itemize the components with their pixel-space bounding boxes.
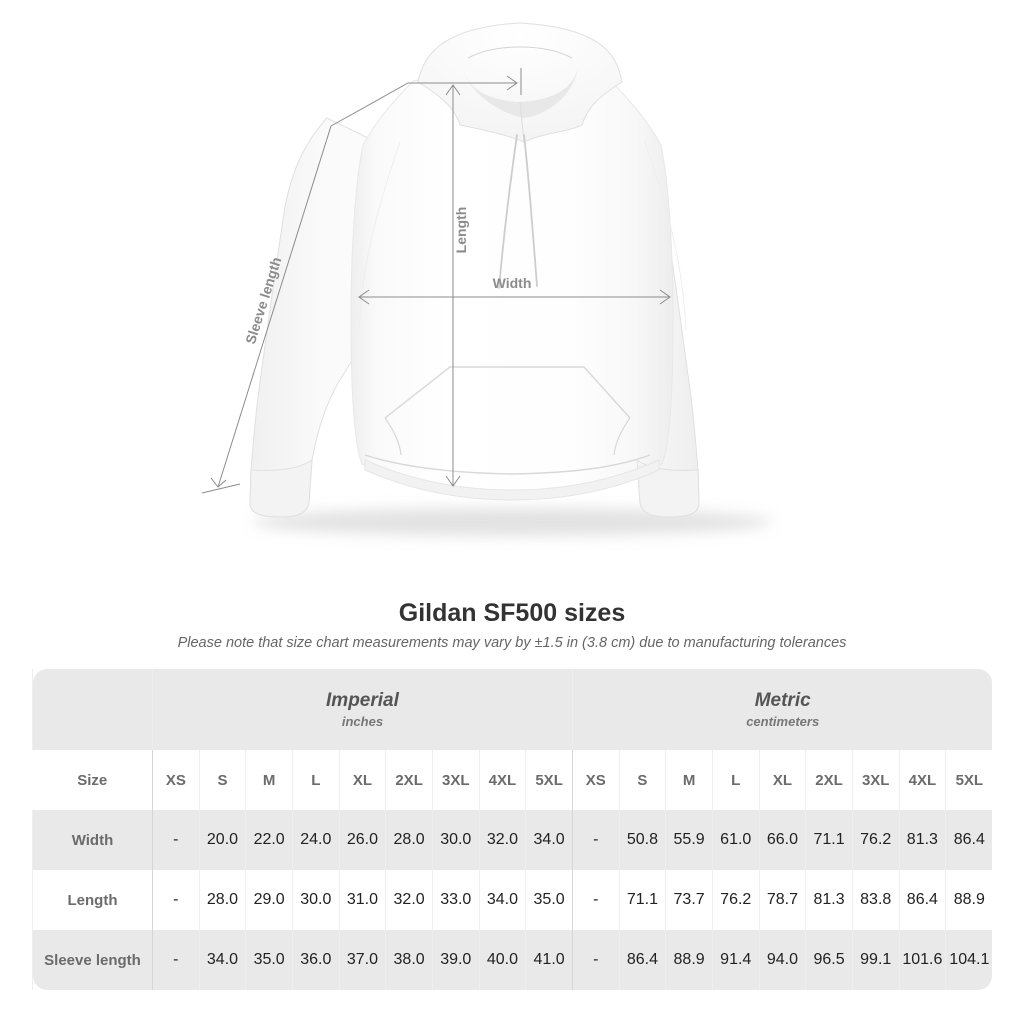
svg-text:Length: Length xyxy=(453,207,469,254)
svg-text:Width: Width xyxy=(493,275,532,291)
